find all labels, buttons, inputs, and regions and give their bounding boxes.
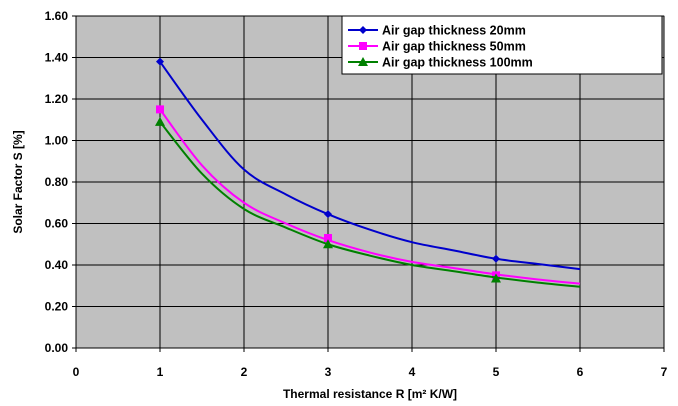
data-point [156,57,164,66]
data-point [491,273,501,283]
legend-item: Air gap thickness 50mm [348,40,526,54]
series-2 [155,116,581,288]
y-tick-label: 1.40 [45,51,69,65]
legend-item: Air gap thickness 100mm [348,56,533,70]
y-tick-label: 1.20 [45,92,69,106]
x-axis-ticks: 0 1 2 3 4 5 6 7 [73,348,668,379]
x-tick-label: 1 [157,365,164,379]
x-tick-label: 6 [577,365,584,379]
series-line [159,121,581,288]
x-tick-label: 4 [409,365,416,379]
y-axis-label: Solar Factor S [%] [11,130,25,233]
legend-label: Air gap thickness 100mm [382,56,533,70]
y-tick-label: 1.60 [45,9,69,23]
legend-marker [359,42,367,50]
x-tick-label: 2 [241,365,248,379]
x-tick-label: 3 [325,365,332,379]
series-line [159,61,581,271]
legend-label: Air gap thickness 50mm [382,40,526,54]
legend-marker [359,26,367,34]
x-axis-label: Thermal resistance R [m² K/W] [283,387,457,401]
series-0 [156,57,581,271]
y-tick-label: 0.00 [45,341,69,355]
legend: Air gap thickness 20mm Air gap thickness … [341,15,663,75]
series-line [159,108,581,285]
y-tick-label: 0.20 [45,300,69,314]
data-point [324,234,332,243]
x-tick-label: 5 [493,365,500,379]
y-tick-label: 0.60 [45,217,69,231]
data-point [324,210,332,219]
data-point [323,239,333,249]
data-point [156,105,164,114]
legend-marker [358,57,368,66]
y-tick-label: 0.80 [45,175,69,189]
legend-box [341,15,663,75]
legend-label: Air gap thickness 20mm [382,24,526,38]
legend-item: Air gap thickness 20mm [348,24,526,38]
y-tick-label: 1.00 [45,134,69,148]
y-tick-label: 0.40 [45,258,69,272]
y-axis-ticks: 0.00 0.20 0.40 0.60 0.80 1.00 1.20 1.40 1.60 [45,9,76,355]
series-layer [155,57,581,288]
x-tick-label: 7 [661,365,668,379]
data-point [492,254,500,263]
x-tick-label: 0 [73,365,80,379]
data-point [155,116,165,126]
